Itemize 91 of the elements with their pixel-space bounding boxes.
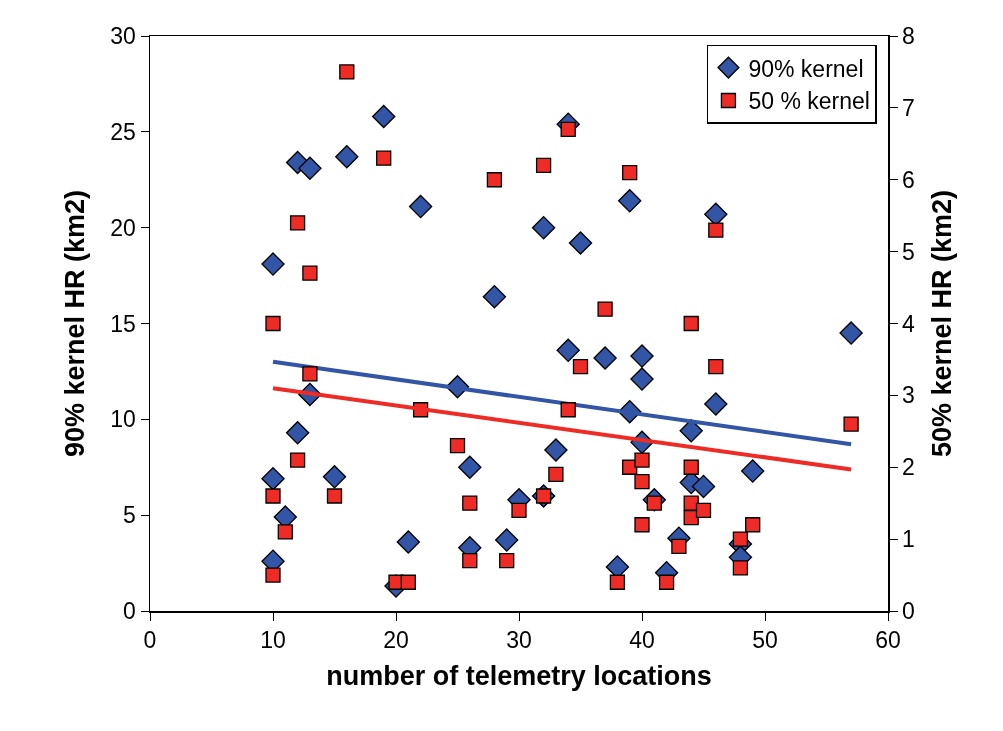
point	[745, 517, 761, 533]
point	[839, 321, 863, 345]
y2-axis-title: 50% kernel HR (km2)	[927, 189, 958, 458]
point	[289, 452, 306, 468]
point	[339, 64, 355, 80]
point	[322, 465, 347, 489]
point	[302, 366, 318, 382]
y-tick-label: 5	[123, 502, 136, 529]
point	[732, 560, 749, 576]
point	[708, 358, 724, 375]
y-tick-label: 25	[110, 118, 136, 145]
y2-tick-label: 4	[902, 310, 916, 337]
point	[499, 553, 515, 569]
point	[843, 416, 859, 432]
point	[277, 524, 293, 540]
y2-tick-label: 8	[902, 23, 915, 50]
point	[609, 574, 626, 590]
x-axis-title: number of telemetry locations	[326, 661, 712, 692]
point	[289, 215, 306, 231]
point	[683, 459, 699, 475]
point	[695, 502, 712, 519]
point	[261, 467, 285, 491]
x-tick-label: 0	[143, 627, 157, 654]
y-tick-label: 10	[110, 406, 136, 433]
point	[634, 452, 650, 468]
point	[396, 530, 420, 554]
point	[560, 121, 576, 138]
point	[560, 402, 576, 418]
x-tick-label: 60	[875, 627, 901, 654]
point	[376, 150, 392, 166]
point	[556, 338, 580, 363]
y2-tick-label: 5	[902, 238, 915, 265]
point	[462, 495, 478, 511]
point	[495, 528, 519, 552]
point	[335, 145, 359, 169]
point	[458, 455, 482, 479]
y2-tick-label: 3	[902, 382, 915, 409]
point	[618, 189, 642, 213]
legend-label: 50 % kernel	[748, 88, 870, 115]
point	[622, 164, 638, 181]
point	[400, 574, 416, 590]
point	[535, 157, 552, 174]
point	[691, 474, 716, 499]
point	[265, 567, 281, 583]
point	[462, 553, 478, 569]
y-tick-label: 20	[110, 214, 136, 241]
point	[511, 502, 527, 519]
point	[671, 538, 687, 554]
y2-tick-label: 6	[902, 166, 915, 193]
point	[544, 438, 568, 462]
point	[298, 156, 322, 180]
y-tick-label: 15	[110, 310, 136, 337]
y2-tick-label: 7	[902, 94, 915, 121]
point	[704, 392, 728, 416]
y2-tick-label: 1	[902, 526, 915, 553]
point	[548, 466, 564, 483]
point	[572, 358, 589, 375]
point	[597, 301, 613, 317]
point	[683, 315, 699, 332]
y-axis-title: 90% kernel HR (km2)	[59, 189, 90, 458]
x-tick-label: 50	[752, 627, 778, 654]
point	[741, 459, 765, 483]
y-tick-label: 0	[123, 598, 136, 625]
point	[265, 315, 281, 332]
point	[486, 172, 503, 188]
point	[658, 574, 675, 590]
x-tick-label: 10	[260, 627, 286, 654]
y2-tick-label: 0	[902, 598, 915, 625]
point	[261, 252, 285, 276]
point	[408, 194, 433, 219]
point	[285, 421, 310, 445]
point	[593, 346, 617, 370]
point	[531, 215, 556, 240]
point	[302, 265, 318, 281]
x-tick-label: 30	[506, 627, 532, 654]
point	[708, 222, 724, 238]
point	[634, 473, 650, 490]
point	[630, 367, 654, 391]
point	[449, 438, 466, 454]
y2-tick-label: 2	[902, 454, 915, 481]
x-tick-label: 20	[383, 627, 409, 654]
point	[482, 284, 507, 309]
point	[568, 231, 593, 255]
y-tick-label: 30	[110, 23, 136, 50]
point	[634, 517, 650, 533]
legend-label: 90% kernel	[748, 55, 864, 82]
point	[326, 488, 343, 504]
point	[372, 104, 396, 129]
point	[265, 488, 281, 504]
x-tick-label: 40	[629, 627, 655, 654]
point	[630, 344, 654, 368]
